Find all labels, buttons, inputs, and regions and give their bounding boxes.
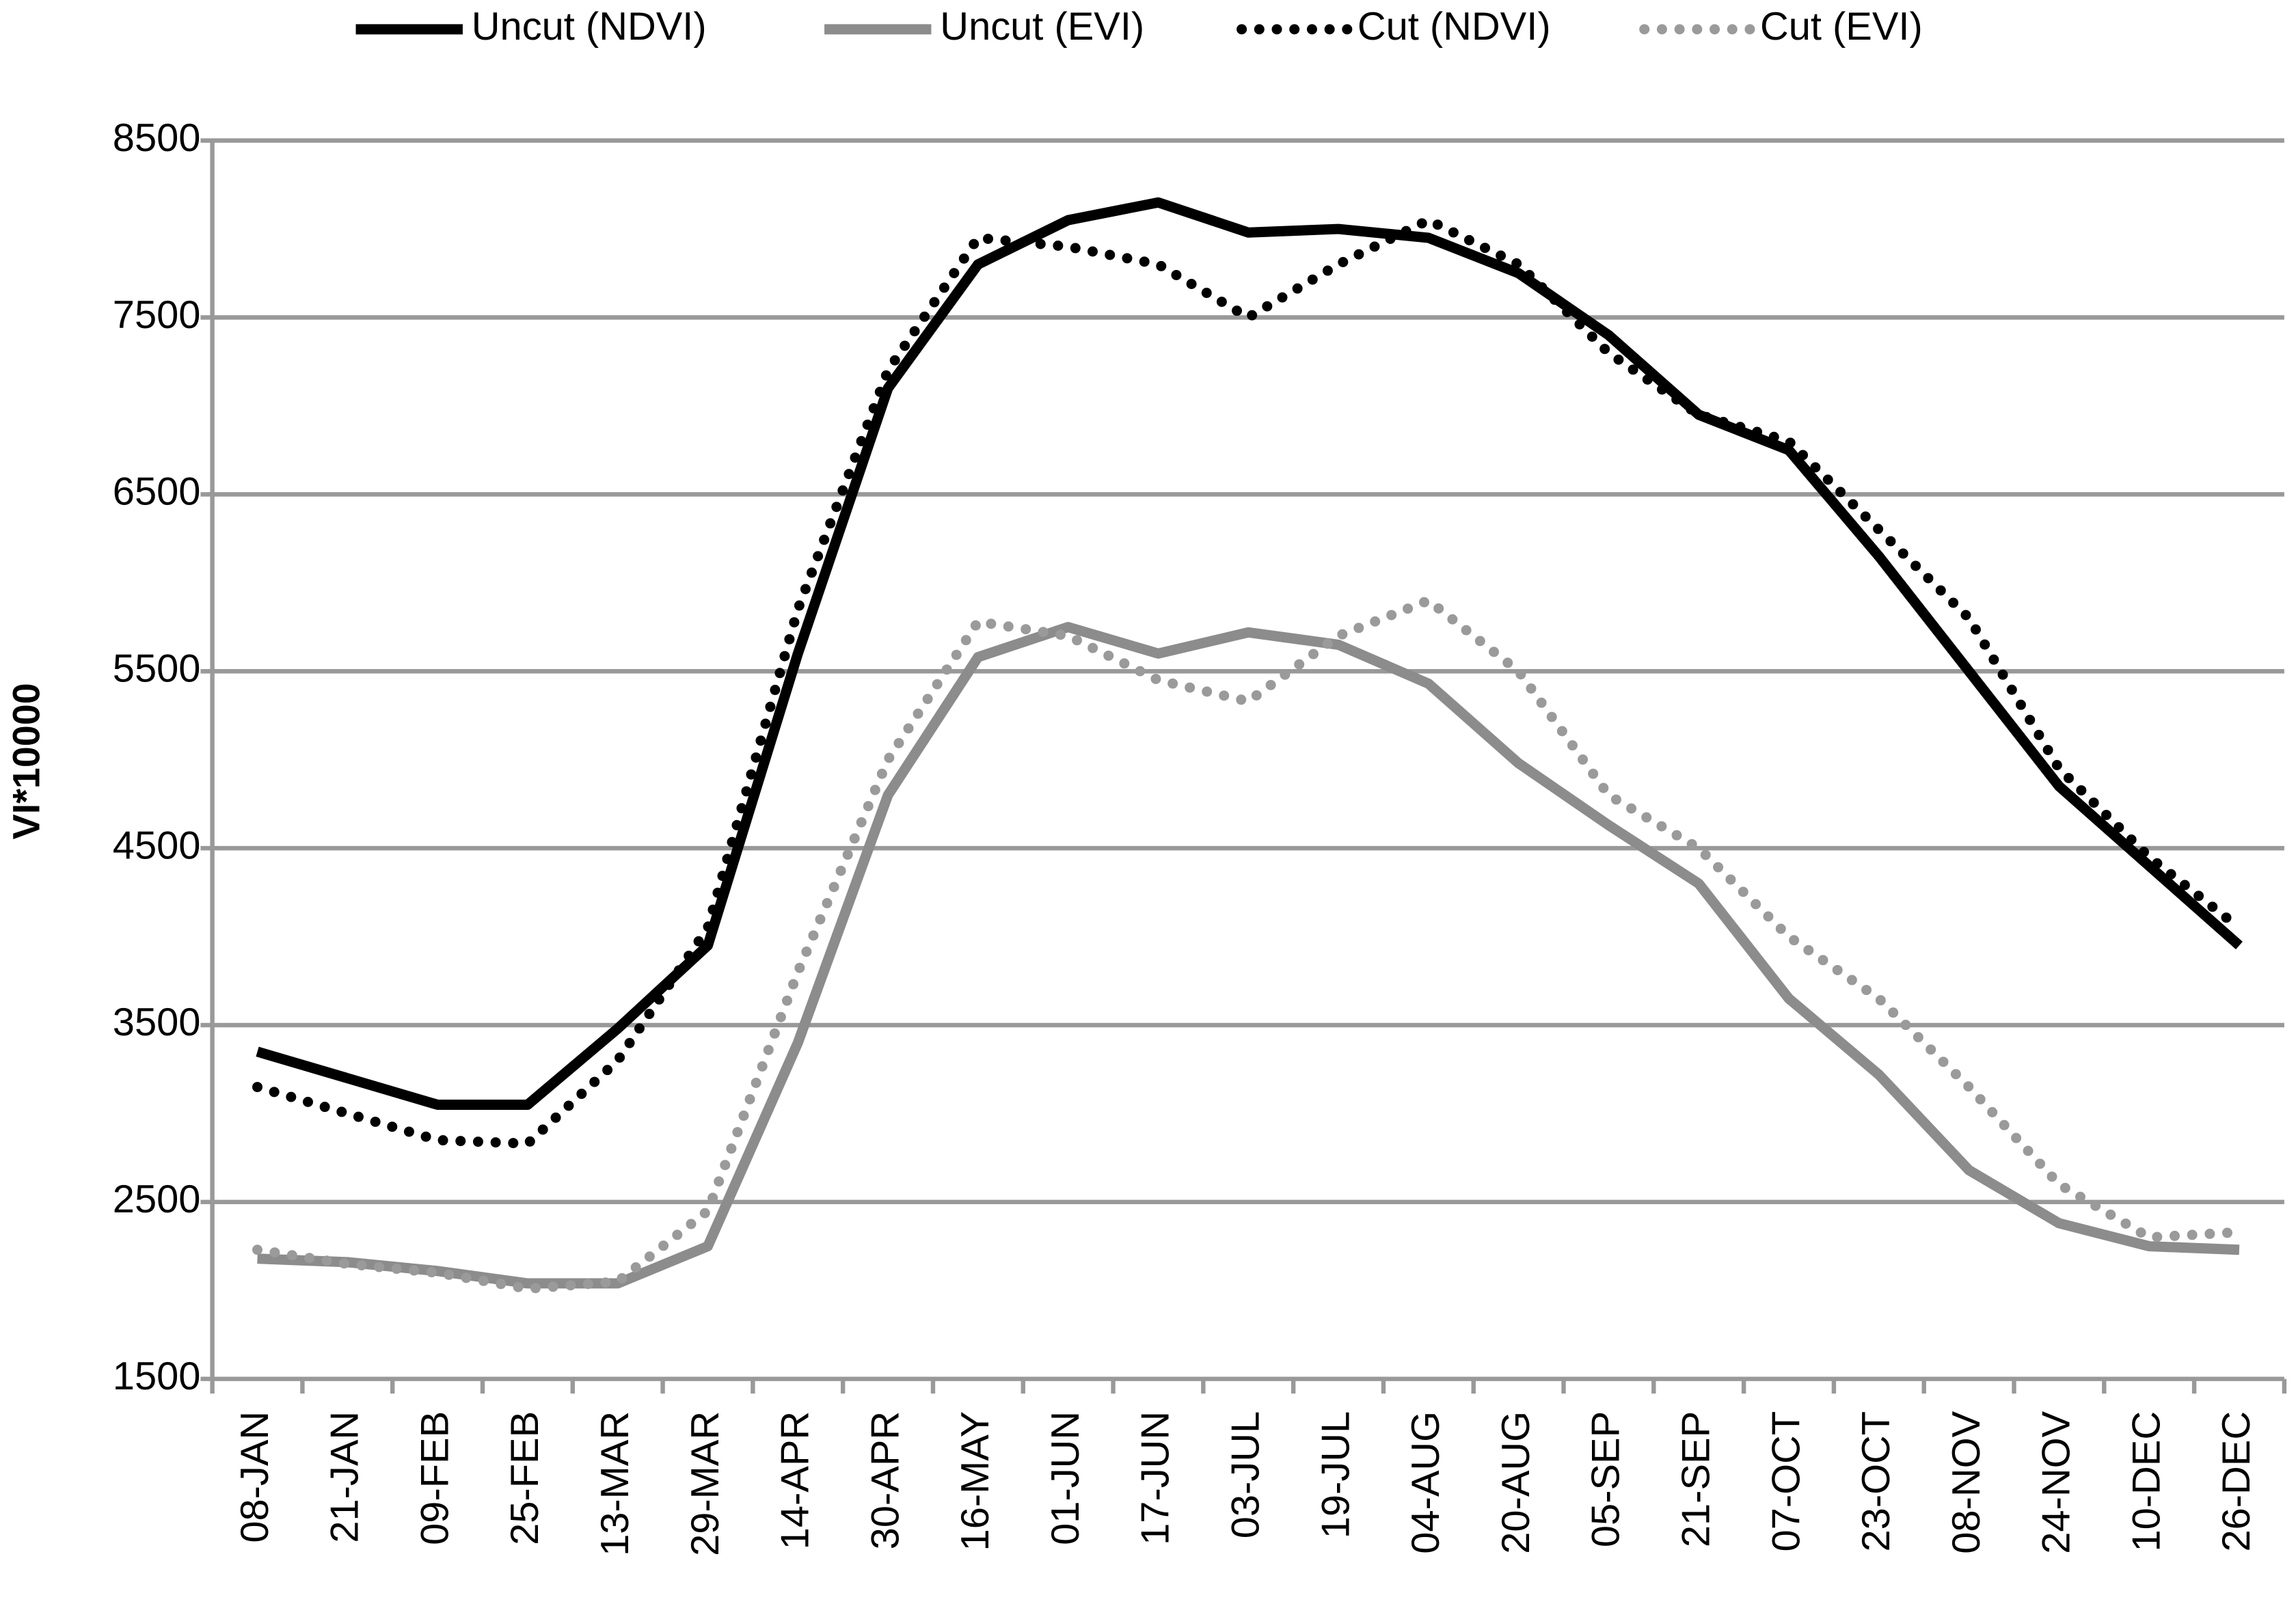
x-tick-label: 10-DEC	[2124, 1411, 2168, 1552]
x-tick-label: 29-MAR	[684, 1411, 727, 1556]
y-tick-label: 3500	[113, 1001, 201, 1044]
x-tick-label: 21-JAN	[323, 1411, 367, 1543]
x-tick-label: 05-SEP	[1584, 1411, 1628, 1547]
x-tick-label: 03-JUL	[1224, 1411, 1268, 1538]
series-line	[252, 595, 2245, 1294]
x-tick-label: 14-APR	[774, 1411, 818, 1549]
x-tick-label: 24-NOV	[2035, 1411, 2079, 1553]
x-tick-label: 16-MAY	[954, 1411, 997, 1551]
y-tick-label: 1500	[113, 1355, 201, 1398]
x-tick-label: 08-JAN	[233, 1411, 277, 1543]
x-tick-label: 20-AUG	[1494, 1411, 1538, 1554]
legend-label: Cut (EVI)	[1760, 5, 1923, 49]
series-line	[252, 214, 2245, 1149]
legend-label: Uncut (EVI)	[940, 5, 1144, 49]
x-tick-label: 09-FEB	[413, 1411, 457, 1545]
x-tick-label: 26-DEC	[2215, 1411, 2258, 1552]
legend-label: Cut (NDVI)	[1358, 5, 1551, 49]
series-line	[256, 197, 2243, 1110]
x-tick-label: 07-OCT	[1764, 1411, 1808, 1552]
legend-label: Uncut (NDVI)	[472, 5, 707, 49]
y-axis-label: VI*10000	[5, 683, 48, 839]
x-tick-label: 21-SEP	[1674, 1411, 1718, 1547]
y-tick-label: 2500	[113, 1178, 201, 1221]
y-tick-label: 7500	[113, 293, 201, 337]
x-tick-label: 08-NOV	[1945, 1411, 1988, 1553]
x-tick-label: 17-JUN	[1134, 1411, 1178, 1545]
x-tick-label: 13-MAR	[593, 1411, 637, 1556]
y-tick-label: 8500	[113, 116, 201, 160]
x-tick-label: 30-APR	[863, 1411, 907, 1549]
x-tick-label: 19-JUL	[1314, 1411, 1358, 1538]
x-tick-label: 25-FEB	[503, 1411, 547, 1545]
y-tick-label: 4500	[113, 824, 201, 867]
y-tick-label: 5500	[113, 647, 201, 691]
y-tick-label: 6500	[113, 470, 201, 514]
x-tick-label: 01-JUN	[1044, 1411, 1088, 1545]
series-line	[257, 622, 2240, 1289]
x-tick-label: 23-OCT	[1854, 1411, 1898, 1552]
x-tick-label: 04-AUG	[1404, 1411, 1448, 1554]
